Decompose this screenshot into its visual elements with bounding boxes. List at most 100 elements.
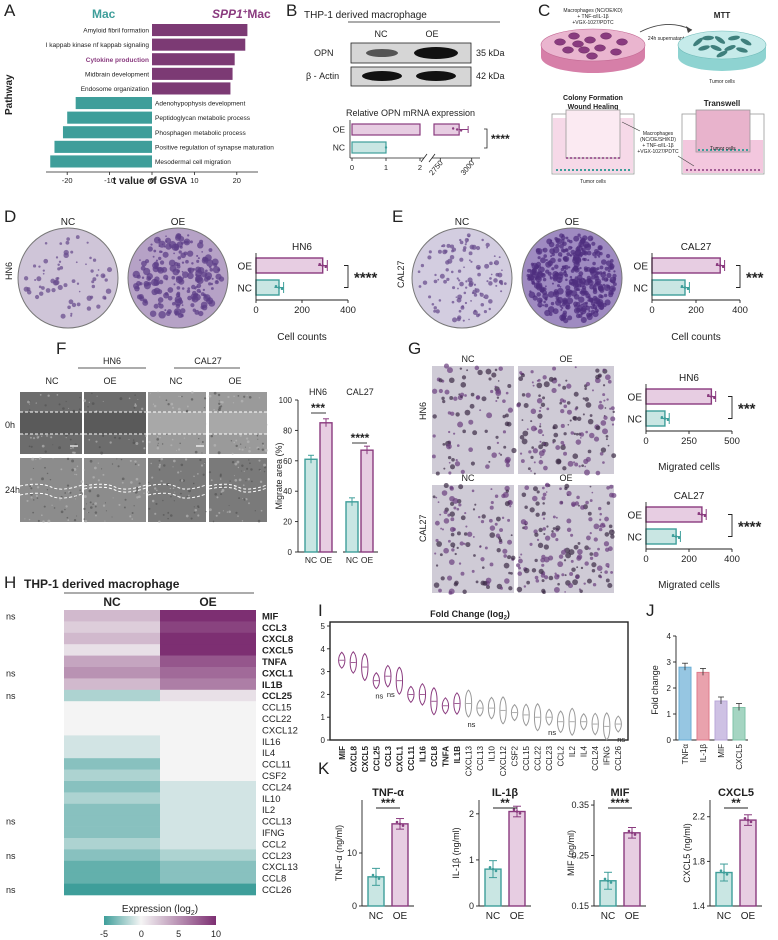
colony-spot	[178, 250, 182, 254]
c-curved-arrow	[639, 24, 693, 33]
wound-texture	[246, 394, 248, 396]
colony-spot	[599, 287, 605, 293]
a-x-tick-label: 10	[190, 176, 198, 185]
h-legend-tick: 0	[139, 929, 144, 939]
k-chart-title: MIF	[611, 787, 630, 799]
k-chart-title: TNF-α	[372, 787, 404, 799]
k-bar-oe	[739, 819, 757, 907]
wound-image	[209, 458, 267, 522]
migrated-cell	[610, 570, 614, 574]
wound-texture	[93, 466, 97, 470]
colony-spot	[178, 297, 183, 302]
violin-category-label: CCL13	[476, 745, 485, 770]
wound-texture	[128, 438, 130, 441]
bar-category-label: OE	[628, 393, 643, 404]
migrated-cell	[474, 503, 477, 506]
k-x-tick-label: NC	[601, 911, 615, 922]
panel-a-mac-title: Mac	[92, 7, 116, 21]
colony-spot	[576, 268, 579, 270]
heatmap-cell	[160, 781, 256, 793]
actin-band-nc	[362, 71, 402, 81]
violin-category-label: CCL15	[522, 745, 531, 770]
k-y-tick-label: 1.8	[692, 856, 705, 866]
migrated-cell	[521, 373, 525, 378]
heatmap-cell	[160, 667, 256, 679]
wound-texture	[89, 485, 93, 488]
e-col-nc: NC	[455, 217, 469, 228]
colony-spot	[208, 282, 212, 286]
colony-spot	[493, 255, 496, 258]
colony-spot	[569, 275, 573, 279]
migrated-cell	[538, 459, 544, 465]
colony-spot	[493, 260, 500, 266]
wound-texture	[117, 465, 120, 468]
wound-texture	[102, 473, 105, 476]
violin-shape	[522, 703, 530, 727]
wound-texture	[200, 464, 204, 467]
wound-texture	[69, 491, 72, 494]
k-data-point	[512, 808, 516, 812]
colony-spot	[188, 267, 194, 274]
wound-gap	[20, 412, 82, 434]
bar-category-label: NC	[238, 284, 252, 295]
sig-stars: ***	[738, 401, 756, 418]
heatmap-cell	[160, 689, 256, 702]
migrated-cell	[559, 401, 563, 405]
tumor-cell	[710, 44, 722, 52]
migrated-cell	[584, 397, 589, 402]
violin-ns-label: ns	[387, 690, 395, 699]
migrated-cell	[447, 455, 452, 460]
migrated-cell	[589, 552, 594, 556]
colony-spot	[578, 296, 585, 303]
heatmap-row-label: IL4	[262, 748, 275, 759]
heatmap-cell	[160, 883, 256, 896]
heatmap-row-label: IL10	[262, 794, 281, 805]
migrated-cell	[535, 579, 540, 583]
wound-texture	[83, 469, 85, 471]
migrated-cell	[605, 438, 608, 441]
migrated-cell	[577, 548, 583, 555]
k-x-tick-label: OE	[510, 911, 525, 922]
mrna-title: Relative OPN mRNA expression	[346, 108, 475, 118]
migrated-cell	[486, 412, 493, 419]
migrated-cell	[485, 368, 492, 375]
colony-spot	[590, 309, 596, 315]
migrated-cell	[521, 438, 528, 445]
wound-texture	[89, 506, 93, 509]
wound-texture	[66, 484, 70, 487]
j-y-tick-label: 0	[667, 736, 672, 745]
wound-texture	[31, 457, 35, 461]
migrated-cell	[524, 505, 528, 510]
colony-spot	[165, 243, 172, 250]
wound-texture	[247, 478, 250, 481]
colony-spot	[473, 293, 478, 297]
colony-spot	[459, 257, 464, 262]
data-point	[721, 265, 725, 269]
heatmap-cell	[64, 667, 160, 679]
transwell-image	[518, 366, 614, 474]
c-cf-title-2: Wound Healing	[568, 104, 619, 111]
gsva-bar-label: Adenohypophysis development	[155, 101, 246, 108]
g-col-oe-2: OE	[559, 473, 572, 483]
wound-texture	[94, 502, 98, 505]
migrated-cell	[544, 535, 551, 541]
migrated-cell	[570, 431, 575, 435]
h-col-oe: OE	[199, 595, 216, 609]
g-transwell-images	[431, 363, 617, 595]
panel-f-letter: F	[56, 339, 66, 358]
colony-spot	[488, 281, 493, 286]
colony-spot	[141, 276, 145, 279]
migrated-cell	[460, 382, 467, 388]
heatmap-cell	[160, 621, 256, 634]
migrated-cell	[564, 591, 566, 593]
wound-texture	[203, 407, 206, 409]
colony-spot	[428, 295, 432, 299]
colony-spot	[438, 299, 442, 302]
k-y-tick-label: 10	[347, 848, 357, 858]
wound-texture	[213, 409, 215, 411]
migrated-cell	[603, 524, 606, 528]
colony-spot	[580, 306, 587, 312]
wound-texture	[111, 516, 113, 518]
migrated-cell	[574, 366, 577, 369]
